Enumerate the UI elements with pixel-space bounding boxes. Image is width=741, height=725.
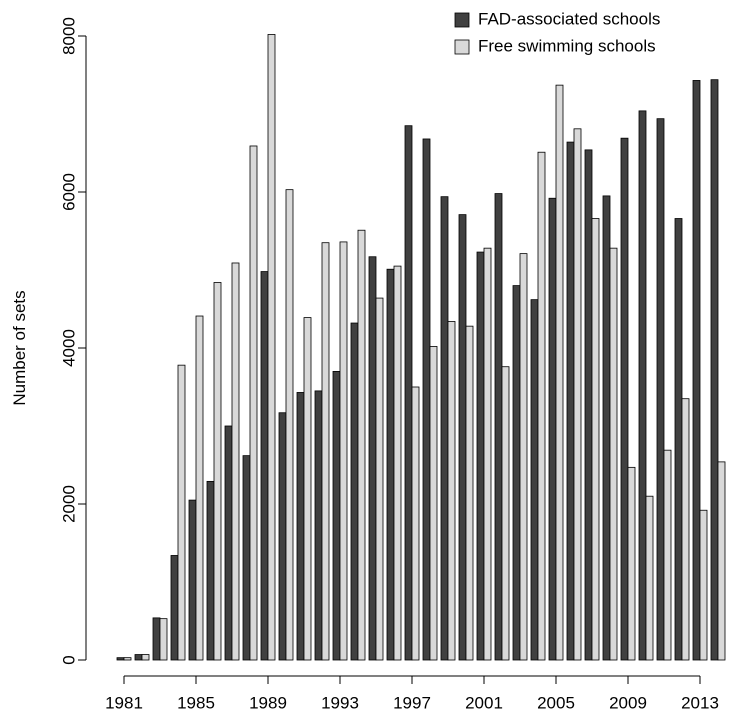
bar [620, 137, 629, 661]
bar [260, 271, 269, 661]
bar [141, 654, 150, 661]
bar [548, 197, 557, 661]
bar [710, 79, 719, 661]
bar [296, 392, 305, 661]
y-tick-label: 4000 [59, 329, 78, 367]
bar [566, 141, 575, 661]
legend-label: FAD-associated schools [478, 9, 660, 28]
bar [537, 151, 546, 661]
bar [584, 149, 593, 661]
bar [188, 499, 197, 661]
bar [458, 214, 467, 661]
bar [422, 138, 431, 661]
x-tick-label: 1997 [393, 693, 431, 712]
x-tick-label: 2005 [537, 693, 575, 712]
bar [177, 364, 186, 661]
bar [123, 657, 132, 661]
bar [159, 618, 168, 661]
x-tick-label: 1985 [177, 693, 215, 712]
bar [512, 285, 521, 661]
bar [411, 386, 420, 661]
y-tick-label: 6000 [59, 173, 78, 211]
y-tick-label: 0 [59, 655, 78, 664]
bar [231, 262, 240, 661]
bar [447, 321, 456, 661]
bar [206, 480, 215, 661]
bar [224, 425, 233, 661]
y-axis-label: Number of sets [10, 290, 29, 405]
bar [717, 461, 726, 661]
bar [267, 34, 276, 661]
bar [674, 218, 683, 661]
bar [213, 282, 222, 661]
bar [285, 189, 294, 661]
legend-label: Free swimming schools [478, 36, 656, 55]
x-tick-label: 2001 [465, 693, 503, 712]
bar [519, 253, 528, 661]
bar [681, 398, 690, 661]
bar [249, 145, 258, 661]
bar [393, 265, 402, 661]
bar [375, 297, 384, 661]
bar [638, 110, 647, 661]
bar [242, 455, 251, 661]
bar [440, 196, 449, 661]
legend-swatch [454, 39, 470, 55]
bar [591, 218, 600, 661]
bar [476, 251, 485, 661]
x-tick-label: 1993 [321, 693, 359, 712]
bar [195, 315, 204, 661]
bar [627, 466, 636, 661]
y-tick-label: 2000 [59, 485, 78, 523]
bar [404, 125, 413, 661]
bar [339, 241, 348, 661]
bar [656, 118, 665, 661]
x-tick-label: 1989 [249, 693, 287, 712]
bar [303, 317, 312, 661]
bar [483, 247, 492, 661]
bar [357, 229, 366, 661]
bar [573, 128, 582, 661]
bar [645, 495, 654, 661]
bar [278, 412, 287, 661]
bar [116, 657, 125, 661]
bar [609, 247, 618, 661]
bar [465, 325, 474, 661]
bar [350, 322, 359, 661]
bar [386, 268, 395, 661]
x-tick-label: 2013 [681, 693, 719, 712]
bar [429, 346, 438, 661]
bar [314, 390, 323, 661]
x-tick-label: 2009 [609, 693, 647, 712]
y-tick-label: 8000 [59, 17, 78, 55]
bar [555, 84, 564, 661]
bar [321, 242, 330, 661]
bar [152, 617, 161, 661]
bar [699, 509, 708, 661]
legend-swatch [454, 12, 470, 28]
bar [368, 256, 377, 661]
bar [692, 80, 701, 661]
bar [602, 195, 611, 661]
bar [494, 193, 503, 661]
bar [134, 654, 143, 661]
bar [663, 449, 672, 661]
bar [530, 299, 539, 661]
bar [170, 555, 179, 661]
bar [501, 366, 510, 661]
x-tick-label: 1981 [105, 693, 143, 712]
bar [332, 370, 341, 661]
